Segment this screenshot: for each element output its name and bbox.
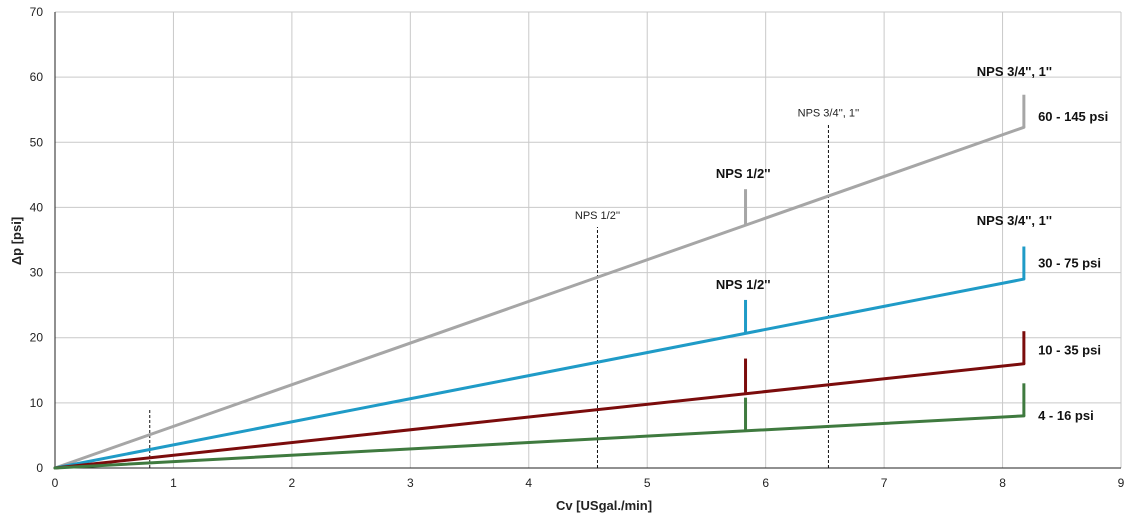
y-tick-label: 40 <box>30 200 44 214</box>
x-tick-label: 3 <box>407 476 414 490</box>
x-axis-title: Cv [USgal./min] <box>556 498 652 513</box>
series-line <box>53 125 1026 470</box>
y-tick-label: 0 <box>36 461 43 475</box>
y-tick-label: 70 <box>30 5 44 19</box>
x-tick-label: 8 <box>999 476 1006 490</box>
series-line <box>53 414 1026 470</box>
y-tick-label: 60 <box>30 70 44 84</box>
axes: 0 1 2 3 4 5 6 7 8 9 0 10 20 30 40 50 60 70 <box>30 5 1125 490</box>
x-tick-label: 0 <box>52 476 59 490</box>
series-line <box>53 277 1026 470</box>
reference-line-label: NPS 3/4'', 1'' <box>798 108 860 120</box>
x-tick-label: 1 <box>170 476 177 490</box>
series-lines <box>53 125 1026 470</box>
y-tick-label: 30 <box>30 266 44 280</box>
annotation-label: NPS 3/4'', 1'' <box>977 213 1052 228</box>
annotation-label: 30 - 75 psi <box>1038 255 1101 270</box>
y-tick-label: 10 <box>30 396 44 410</box>
annotation-label: NPS 1/2'' <box>716 277 771 292</box>
annotation-label: 60 - 145 psi <box>1038 109 1108 124</box>
annotation-label: NPS 1/2'' <box>716 166 771 181</box>
annotation-label: 10 - 35 psi <box>1038 343 1101 358</box>
x-tick-label: 9 <box>1118 476 1125 490</box>
annotation-label: NPS 3/4'', 1'' <box>977 64 1052 79</box>
grid <box>55 11 1122 468</box>
x-tick-label: 6 <box>762 476 769 490</box>
y-tick-label: 50 <box>30 135 44 149</box>
reference-lines: NPS 1/2'' NPS 3/4'', 1'' <box>149 108 860 468</box>
y-tick-label: 20 <box>30 331 44 345</box>
marker-ticks <box>744 94 1026 431</box>
x-tick-label: 4 <box>525 476 532 490</box>
series-line <box>53 362 1026 470</box>
x-tick-label: 2 <box>289 476 296 490</box>
reference-line-label: NPS 1/2'' <box>575 210 620 222</box>
x-tick-label: 5 <box>644 476 651 490</box>
annotation-label: 4 - 16 psi <box>1038 408 1094 423</box>
x-tick-label: 7 <box>881 476 888 490</box>
annotations: NPS 3/4'', 1'' 60 - 145 psi NPS 1/2'' NPS 3… <box>716 64 1108 423</box>
y-axis-title: Δp [psi] <box>9 217 24 265</box>
